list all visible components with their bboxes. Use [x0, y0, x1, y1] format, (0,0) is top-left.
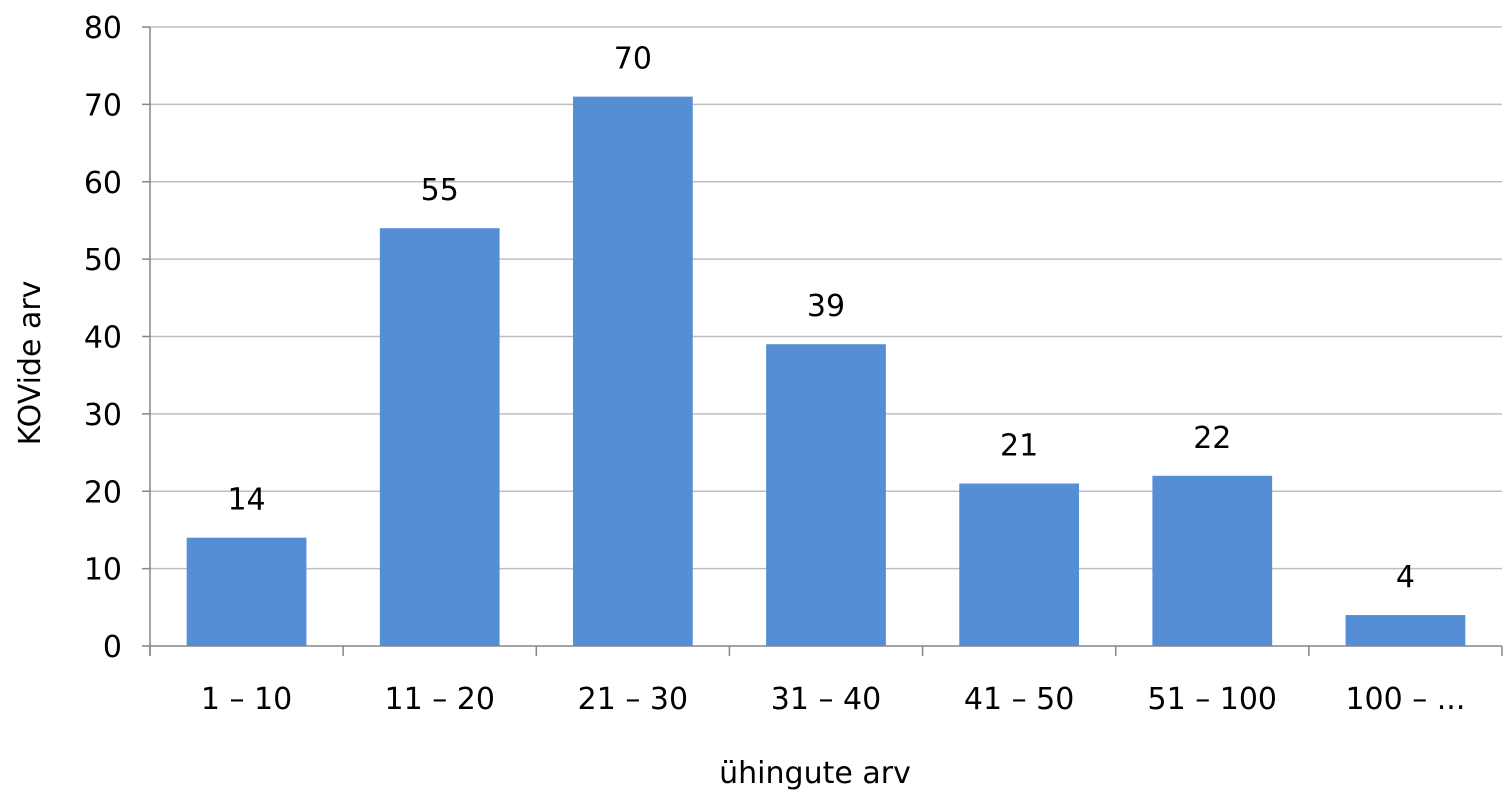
- data-label: 22: [1193, 421, 1231, 456]
- y-tick-label: 10: [84, 553, 122, 588]
- bar: [186, 537, 307, 646]
- x-tick-label: 100 – ...: [1345, 682, 1465, 717]
- y-tick-label: 40: [84, 321, 122, 356]
- bar: [1345, 615, 1466, 646]
- bars: [186, 96, 1466, 647]
- axes: [142, 26, 1503, 656]
- x-tick-label: 51 – 100: [1148, 682, 1278, 717]
- data-label: 55: [421, 173, 459, 208]
- x-tick-label: 31 – 40: [771, 682, 881, 717]
- data-label: 4: [1396, 560, 1415, 595]
- data-label: 39: [807, 289, 845, 324]
- data-labels: 14 55 70 39 21 22 4: [227, 42, 1414, 595]
- x-tick-label: 41 – 50: [964, 682, 1074, 717]
- y-tick-label: 50: [84, 243, 122, 278]
- data-label: 14: [227, 483, 265, 518]
- y-tick-label: 0: [103, 630, 122, 665]
- x-category-labels: 1 – 10 11 – 20 21 – 30 31 – 40 41 – 50 51 – 1…: [201, 682, 1466, 717]
- data-label: 70: [614, 42, 652, 77]
- x-axis-label: ühingute arv: [719, 756, 911, 791]
- y-axis-label: KOVide arv: [13, 281, 48, 446]
- x-tick-label: 1 – 10: [201, 682, 292, 717]
- bar: [1152, 475, 1273, 646]
- data-label: 21: [1000, 429, 1038, 464]
- y-tick-label: 60: [84, 166, 122, 201]
- bar: [379, 228, 500, 647]
- x-tick-label: 11 – 20: [385, 682, 495, 717]
- y-tick-label: 80: [84, 11, 122, 46]
- y-tick-label: 20: [84, 475, 122, 510]
- bar: [572, 96, 693, 646]
- x-tick-label: 21 – 30: [578, 682, 688, 717]
- y-tick-label: 30: [84, 398, 122, 433]
- bar: [959, 483, 1080, 646]
- bar: [766, 344, 886, 646]
- y-tick-labels: 0 10 20 30 40 50 60 70 80: [84, 11, 122, 665]
- y-tick-label: 70: [84, 88, 122, 123]
